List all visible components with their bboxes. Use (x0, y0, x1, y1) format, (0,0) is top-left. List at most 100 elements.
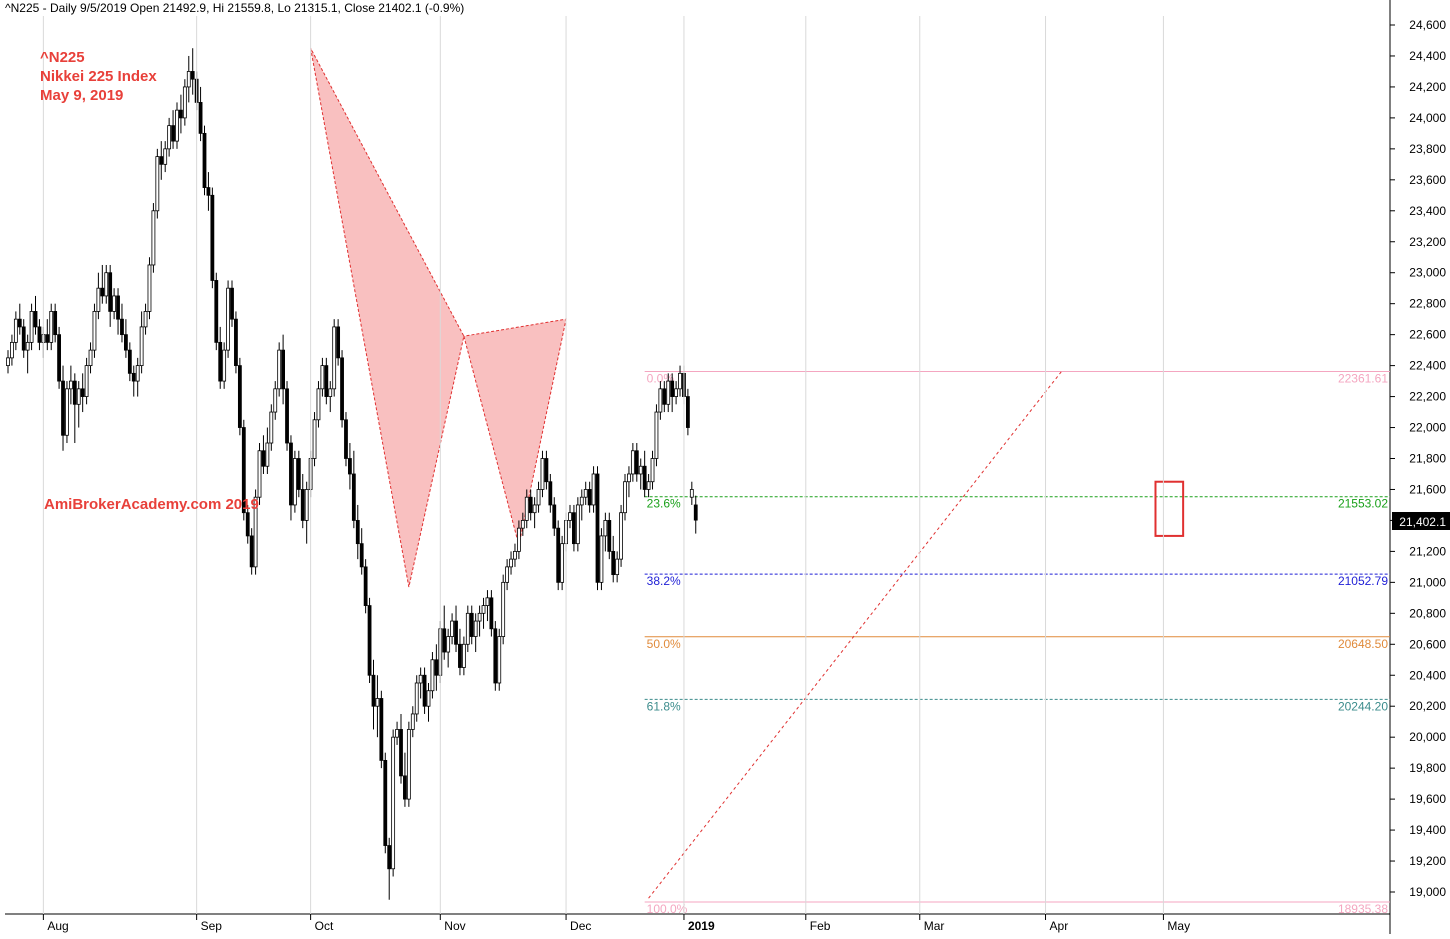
candle (72, 373, 77, 444)
candle-body (159, 156, 164, 165)
candle-body (458, 643, 462, 668)
candle-body (430, 659, 435, 692)
candle (536, 481, 541, 513)
candle-body (607, 520, 612, 552)
candle (214, 272, 219, 351)
candle (469, 605, 474, 645)
candle (509, 551, 513, 575)
candle (575, 497, 580, 552)
candle (135, 357, 140, 397)
candle (587, 481, 592, 513)
candle-body (57, 334, 61, 382)
candle-body (344, 419, 348, 459)
candle-body (630, 450, 635, 475)
y-tick-label: 21,000 (1409, 575, 1446, 589)
candle-body (363, 566, 368, 606)
candle (186, 55, 191, 103)
candle-body (214, 280, 219, 343)
candle (68, 365, 73, 405)
candle-body (674, 388, 678, 397)
candle (520, 512, 525, 536)
candle (80, 373, 85, 413)
candle (265, 427, 270, 474)
pattern-triangle-bcd (463, 318, 567, 546)
candle (689, 481, 694, 505)
candle (281, 334, 286, 405)
candle (359, 528, 364, 575)
candle-body (638, 465, 643, 475)
candle-body (418, 674, 423, 684)
candle-body (670, 380, 675, 397)
candle (25, 334, 30, 374)
candle (634, 443, 639, 482)
candle-body (202, 132, 207, 188)
y-tick-label: 20,000 (1409, 730, 1446, 744)
fib-value-label: 20244.20 (1338, 699, 1388, 713)
candle-body (171, 125, 175, 142)
candle (344, 412, 348, 467)
y-tick-label: 24,400 (1409, 49, 1446, 63)
candle-body (80, 388, 85, 397)
candle (230, 280, 234, 327)
candle (591, 466, 596, 513)
harmonic-pattern (310, 47, 567, 588)
y-tick-label: 22,400 (1409, 359, 1446, 373)
candle (603, 512, 608, 552)
candle-body (273, 388, 278, 413)
trendline (648, 371, 1062, 899)
candle-body (53, 311, 58, 336)
fib-level-label: 38.2% (647, 574, 681, 588)
candle-body (167, 125, 172, 150)
candle (568, 504, 572, 529)
candle (292, 450, 297, 513)
candle-body (320, 365, 325, 390)
candle-body (281, 349, 286, 390)
candle-body (65, 388, 69, 436)
candle (383, 752, 388, 854)
candle (226, 280, 230, 358)
candle (505, 559, 510, 591)
candle (458, 628, 462, 676)
candle-body (49, 311, 54, 343)
candle (379, 690, 384, 769)
candle (583, 481, 588, 505)
y-tick-label: 22,000 (1409, 421, 1446, 435)
candle-body (693, 504, 698, 521)
candle-body (175, 109, 179, 142)
candle (395, 721, 399, 745)
candle-body (371, 674, 376, 707)
candle (375, 675, 380, 738)
candle-body (568, 512, 572, 521)
candle-body (245, 512, 250, 537)
candle-body (461, 643, 466, 668)
candle (37, 319, 42, 351)
candle (485, 590, 490, 622)
candle (332, 319, 337, 397)
candle (473, 613, 478, 653)
candle (406, 721, 411, 807)
candle-body (116, 295, 120, 320)
candle (175, 102, 179, 149)
candle-body (68, 380, 73, 390)
candle (387, 837, 392, 900)
candle (300, 473, 305, 529)
candle-body (13, 318, 18, 343)
x-tick-label: Aug (47, 919, 68, 933)
candle (234, 311, 238, 374)
candle-body (226, 287, 230, 351)
candle (513, 543, 517, 567)
candle-body (120, 318, 124, 336)
candle-body (328, 388, 333, 397)
candle (426, 682, 431, 722)
candle (666, 373, 671, 413)
candle-body (532, 504, 537, 514)
candle-body (234, 318, 238, 367)
candle (623, 473, 627, 521)
candle (10, 334, 14, 366)
candle (646, 473, 651, 498)
candle (670, 373, 675, 413)
candle-body (556, 527, 561, 583)
candle-body (340, 357, 344, 421)
candle-body (163, 148, 168, 165)
y-tick-label: 22,600 (1409, 328, 1446, 342)
